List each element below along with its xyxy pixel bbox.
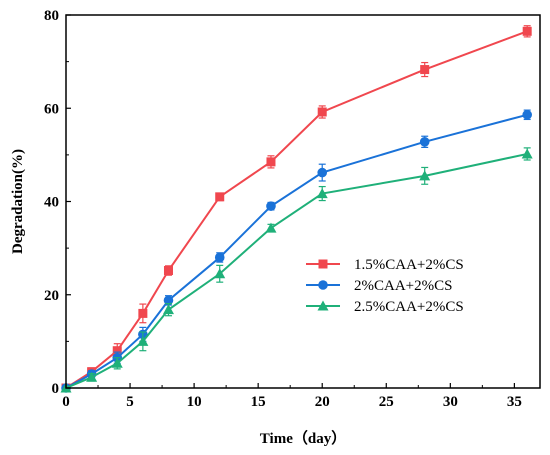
x-axis-label: Time（day） <box>260 429 346 447</box>
data-point <box>162 304 174 315</box>
legend-item: 2%CAA+2%CS <box>306 278 452 294</box>
x-tick-label: 25 <box>379 394 394 410</box>
series-1 <box>61 25 532 393</box>
axis-ticks <box>65 14 515 389</box>
legend-item: 2.5%CAA+2%CS <box>306 299 464 315</box>
data-point <box>214 268 226 279</box>
x-tick-label: 15 <box>251 394 266 410</box>
data-point <box>317 107 327 117</box>
x-tick-label: 35 <box>507 394 522 410</box>
series-3 <box>60 147 533 393</box>
data-point <box>215 192 225 202</box>
data-point <box>419 170 431 181</box>
legend-label: 1.5%CAA+2%CS <box>354 257 464 273</box>
x-tick-label: 5 <box>126 394 134 410</box>
data-point <box>265 222 277 233</box>
data-point <box>214 252 225 263</box>
data-point <box>420 65 430 75</box>
series-line <box>65 113 528 389</box>
legend-marker <box>318 280 328 290</box>
y-tick-label: 60 <box>44 101 59 117</box>
data-point <box>163 295 174 306</box>
data-point <box>163 266 173 276</box>
data-point <box>266 201 276 211</box>
legend-label: 2%CAA+2%CS <box>354 278 452 294</box>
legend-label: 2.5%CAA+2%CS <box>354 299 464 315</box>
data-point <box>419 137 430 147</box>
legend: 1.5%CAA+2%CS 2%CAA+2%CS 2.5%CAA+2%CS <box>306 257 464 315</box>
y-tick-label: 80 <box>44 8 59 24</box>
legend-marker <box>318 259 328 269</box>
y-tick-label: 0 <box>52 381 60 397</box>
series-line <box>65 30 528 389</box>
plot-frame <box>65 14 541 389</box>
data-point <box>521 148 533 159</box>
data-point <box>138 308 148 318</box>
y-axis-label: Degradation(%) <box>10 149 26 254</box>
data-point <box>316 188 328 199</box>
data-point <box>522 109 532 120</box>
data-point <box>86 371 98 382</box>
data-point <box>112 346 122 356</box>
legend-item: 1.5%CAA+2%CS <box>306 257 464 273</box>
series-line <box>65 152 528 389</box>
axis-tick-labels: 0 5 10 15 20 25 30 35 0 20 40 60 80 <box>44 8 522 410</box>
x-tick-label: 0 <box>62 394 70 410</box>
data-point <box>111 357 123 368</box>
data-point <box>522 26 532 36</box>
x-tick-label: 10 <box>187 394 202 410</box>
x-tick-label: 30 <box>443 394 458 410</box>
plot-area <box>60 25 533 393</box>
y-tick-label: 20 <box>44 288 59 304</box>
y-tick-label: 40 <box>44 195 59 211</box>
x-tick-label: 20 <box>315 394 330 410</box>
data-point <box>137 335 149 346</box>
data-point <box>317 167 328 178</box>
data-point <box>266 157 276 167</box>
legend-marker <box>317 300 329 311</box>
